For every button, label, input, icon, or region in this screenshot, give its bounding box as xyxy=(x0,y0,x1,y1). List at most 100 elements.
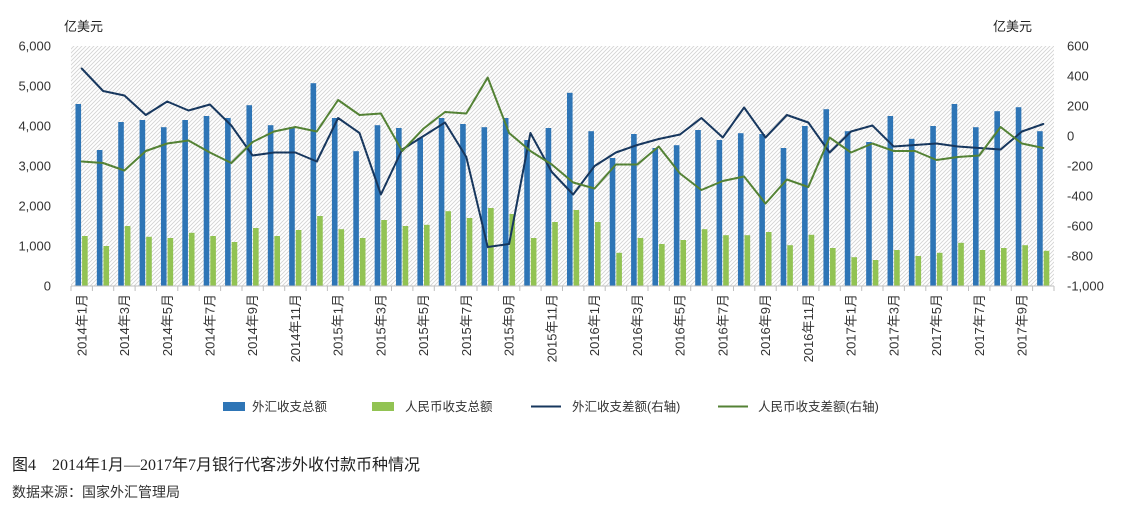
bar-fx-total xyxy=(460,124,466,286)
bar-fx-total xyxy=(759,134,765,286)
bar-fx-total xyxy=(118,122,124,286)
line-rmb-balance xyxy=(80,76,1045,205)
bar-rmb-total xyxy=(253,228,259,286)
bar-rmb-total xyxy=(680,240,687,286)
x-tick-label: 2015年11月 xyxy=(544,294,559,362)
legend-swatch-fx-total xyxy=(223,402,245,411)
bar-rmb-total xyxy=(744,235,751,286)
x-tick-label: 2015年9月 xyxy=(502,294,517,356)
x-tick-label: 2014年9月 xyxy=(245,294,260,356)
bar-rmb-total xyxy=(124,226,131,286)
x-tick-label: 2014年3月 xyxy=(117,294,132,356)
y-tick-label-right: -600 xyxy=(1067,219,1093,234)
x-tick-label: 2017年9月 xyxy=(1014,294,1029,356)
bar-rmb-total xyxy=(787,245,793,286)
y-tick-label-left: 5,000 xyxy=(18,79,51,94)
bar-rmb-total xyxy=(146,236,152,286)
x-tick-label: 2014年5月 xyxy=(160,294,175,356)
bar-rmb-total xyxy=(1000,248,1007,286)
bar-layer xyxy=(75,83,1050,286)
bar-fx-total xyxy=(652,148,659,286)
bar-rmb-total xyxy=(103,246,110,286)
legend-swatch-rmb-total xyxy=(372,402,394,411)
y-tick-label-left: 0 xyxy=(44,279,51,294)
bar-rmb-total xyxy=(274,236,281,286)
source-note: 数据来源：国家外汇管理局 xyxy=(12,484,180,501)
bar-fx-total xyxy=(524,140,530,286)
bar-rmb-total xyxy=(979,250,986,286)
y-tick-label-right: -200 xyxy=(1067,159,1093,174)
legend-label-fx-balance: 外汇收支差额(右轴) xyxy=(572,399,680,414)
x-tick-label: 2017年1月 xyxy=(844,294,859,356)
y-tick-label-right: 600 xyxy=(1067,39,1089,54)
bar-fx-total xyxy=(225,118,231,286)
bar-fx-total xyxy=(481,127,488,286)
bar-fx-total xyxy=(631,134,637,286)
bar-fx-total xyxy=(673,145,680,286)
bar-fx-total xyxy=(930,126,936,286)
bar-rmb-total xyxy=(872,260,879,286)
x-tick-label: 2015年3月 xyxy=(373,294,388,356)
bar-fx-total xyxy=(609,158,616,286)
x-tick-label: 2016年3月 xyxy=(630,294,645,356)
x-tick-label: 2016年9月 xyxy=(758,294,773,356)
bar-rmb-total xyxy=(466,218,473,286)
bar-fx-total xyxy=(716,140,723,286)
bar-fx-total xyxy=(310,83,317,286)
bar-fx-total xyxy=(160,127,167,286)
bar-fx-total xyxy=(737,133,744,286)
bar-fx-total xyxy=(396,128,402,286)
left-axis-unit: 亿美元 xyxy=(64,19,103,34)
bar-fx-total xyxy=(844,131,851,286)
bar-rmb-total xyxy=(573,210,580,286)
bar-rmb-total xyxy=(723,235,729,286)
bar-fx-total xyxy=(1037,131,1043,286)
x-tick-label: 2015年7月 xyxy=(459,294,474,356)
bar-fx-total xyxy=(695,130,701,286)
bar-rmb-total xyxy=(701,229,708,286)
legend: 外汇收支总额 人民币收支总额 外汇收支差额(右轴) 人民币收支差额(右轴) xyxy=(223,399,879,414)
bar-rmb-total xyxy=(830,248,836,286)
bar-rmb-total xyxy=(894,250,900,286)
y-tick-label-right: 0 xyxy=(1067,129,1074,144)
bar-rmb-total xyxy=(915,256,922,286)
bar-rmb-total xyxy=(659,244,665,286)
line-layer xyxy=(80,67,1045,248)
x-tick-label: 2017年3月 xyxy=(886,294,901,356)
x-tick-label: 2016年7月 xyxy=(715,294,730,356)
bar-fx-total xyxy=(951,104,958,286)
bar-rmb-total xyxy=(936,252,943,286)
line-fx-balance xyxy=(80,67,1045,248)
y-tick-label-right: 400 xyxy=(1067,69,1089,84)
bar-fx-total xyxy=(353,151,359,286)
bar-fx-total xyxy=(780,148,787,286)
y-tick-label-right: 200 xyxy=(1067,99,1089,114)
bar-fx-total xyxy=(139,120,146,286)
bar-rmb-total xyxy=(765,232,772,286)
bar-rmb-total xyxy=(167,238,174,286)
y-tick-label-right: -400 xyxy=(1067,189,1093,204)
bar-fx-total xyxy=(994,111,1000,286)
bar-rmb-total xyxy=(552,222,558,286)
bar-rmb-total xyxy=(958,242,964,286)
bar-fx-total xyxy=(887,116,894,286)
bar-rmb-total xyxy=(317,216,323,286)
bar-rmb-total xyxy=(82,236,88,286)
bar-rmb-total xyxy=(424,224,430,286)
x-tick-label: 2014年11月 xyxy=(288,294,303,362)
bar-rmb-total xyxy=(210,236,216,286)
bar-fx-total xyxy=(802,126,808,286)
bar-rmb-total xyxy=(616,252,622,286)
bar-fx-total xyxy=(438,118,445,286)
bar-rmb-total xyxy=(808,234,815,286)
bar-rmb-total xyxy=(402,226,409,286)
bar-fx-total xyxy=(502,118,509,286)
bar-rmb-total xyxy=(295,230,302,286)
bar-rmb-total xyxy=(851,257,857,286)
bar-rmb-total xyxy=(381,220,387,286)
bar-fx-total xyxy=(908,138,915,286)
bar-rmb-total xyxy=(530,238,537,286)
bar-fx-total xyxy=(973,127,979,286)
bar-fx-total xyxy=(588,131,594,286)
right-axis-unit: 亿美元 xyxy=(993,19,1032,34)
